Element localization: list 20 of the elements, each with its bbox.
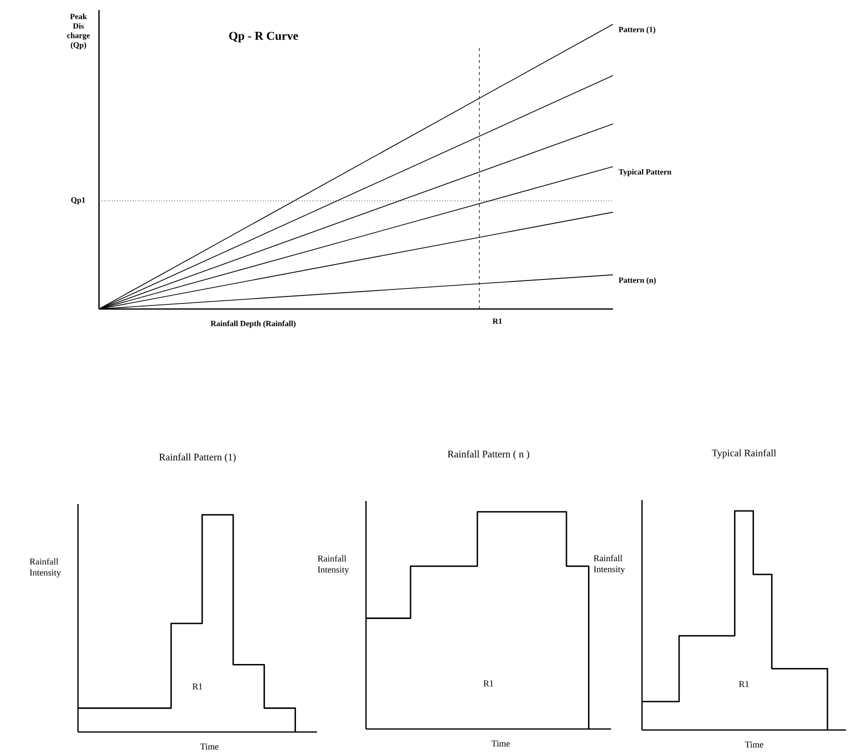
series-label: Pattern (1) [618,26,656,34]
x-axis-title: Time [745,742,764,748]
text: R1 [492,318,502,324]
series-label: Typical Pattern [618,168,672,176]
chart-title: Rainfall Pattern ( n ) [448,450,530,460]
x-axis-title: Time [492,740,510,747]
annotation: R1 [739,681,749,687]
chart-title: Typical Rainfall [712,449,776,458]
series-label: Pattern (n) [618,277,656,284]
annotation: R1 [192,683,202,690]
y-axis-title: Rainfall Intensity [30,558,61,578]
x-axis-title: Rainfall Depth (Rainfall) [210,320,296,328]
chart-title: Rainfall Pattern (1) [159,453,236,462]
ref-line-label: Qp1 [71,197,86,204]
y-axis-title: Rainfall Intensity [594,554,625,574]
text: Qp - R Curve [229,32,298,42]
annotation: R1 [484,680,494,686]
y-axis-title: Rainfall Intensity [318,555,349,574]
y-axis-title: Peak Dis charge (Qp) [67,14,90,50]
x-axis-title: Time [200,744,218,750]
